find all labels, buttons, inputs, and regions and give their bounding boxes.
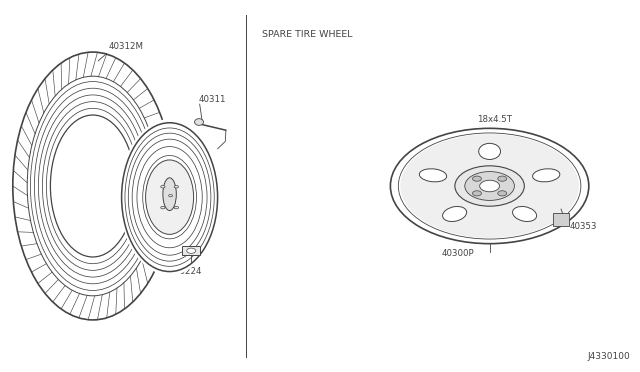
Text: 40300P: 40300P — [140, 155, 173, 164]
Ellipse shape — [51, 116, 134, 256]
Ellipse shape — [119, 119, 220, 275]
Circle shape — [472, 191, 481, 196]
Text: 40353: 40353 — [570, 222, 597, 231]
Text: SPARE TIRE WHEEL: SPARE TIRE WHEEL — [262, 30, 353, 39]
Ellipse shape — [163, 178, 177, 211]
Ellipse shape — [532, 169, 560, 182]
Circle shape — [169, 195, 173, 197]
Text: 40300P: 40300P — [442, 249, 474, 258]
Ellipse shape — [479, 143, 500, 160]
Text: 40224: 40224 — [174, 267, 202, 276]
Ellipse shape — [146, 160, 194, 234]
Circle shape — [480, 180, 500, 192]
Circle shape — [465, 171, 515, 201]
Text: 40312M: 40312M — [109, 42, 144, 51]
Ellipse shape — [419, 169, 447, 182]
Circle shape — [472, 176, 481, 181]
Text: 40311: 40311 — [198, 95, 226, 104]
Ellipse shape — [513, 206, 536, 221]
Text: 18x4.5T: 18x4.5T — [477, 115, 512, 124]
Circle shape — [174, 206, 179, 209]
FancyBboxPatch shape — [553, 213, 568, 226]
Circle shape — [401, 134, 579, 238]
Circle shape — [187, 248, 196, 253]
Circle shape — [161, 186, 165, 188]
Circle shape — [498, 176, 507, 181]
Circle shape — [174, 186, 179, 188]
Ellipse shape — [195, 119, 204, 125]
Circle shape — [498, 191, 507, 196]
Ellipse shape — [443, 206, 467, 221]
Circle shape — [161, 206, 165, 209]
Circle shape — [455, 166, 524, 206]
FancyBboxPatch shape — [182, 246, 200, 255]
Text: J4330100: J4330100 — [588, 352, 630, 361]
